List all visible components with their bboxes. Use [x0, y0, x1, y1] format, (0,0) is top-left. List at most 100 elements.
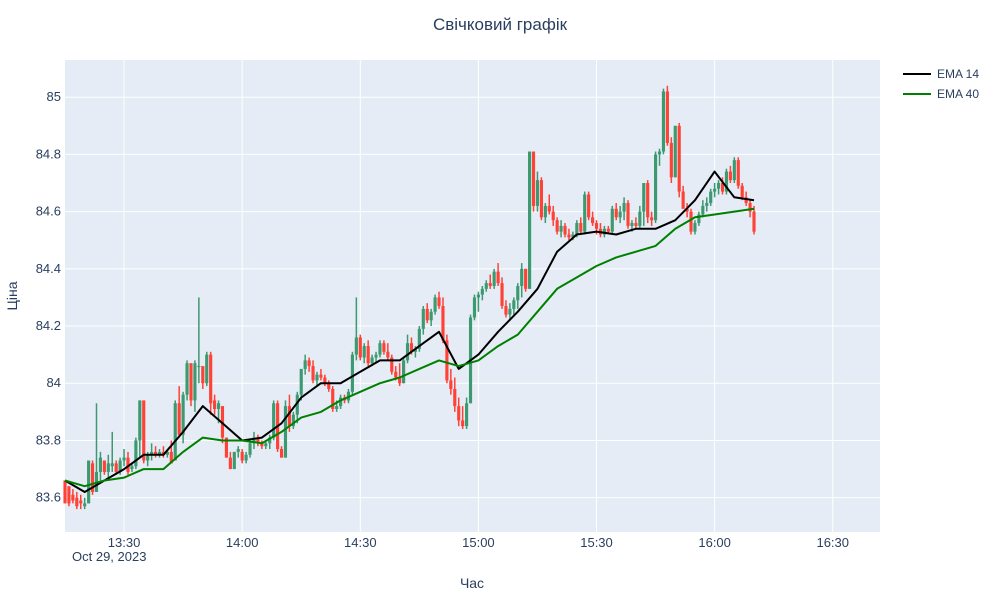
candle-body [173, 403, 177, 461]
candle-body [646, 183, 650, 218]
candle-body [669, 142, 673, 178]
candle-body [535, 180, 540, 206]
candle-body [701, 205, 705, 215]
candle-body [228, 457, 232, 470]
ema-line-14 [64, 170, 755, 493]
candle-body [110, 463, 114, 467]
x-axis-date-label: Oct 29, 2023 [72, 549, 146, 564]
candle-body [390, 357, 394, 372]
candle-body [713, 188, 717, 192]
candle-body [555, 220, 559, 232]
candle-body [260, 443, 264, 447]
candle-body [169, 451, 173, 464]
candle-body [425, 308, 429, 321]
legend-label-ema-40[interactable]: EMA 40 [937, 87, 979, 101]
candle-body [480, 288, 484, 295]
candle-body [394, 371, 398, 378]
y-tick-label: 83.8 [36, 432, 61, 447]
x-axis-title: Час [460, 575, 484, 591]
candle-body [398, 377, 402, 384]
candle-body [83, 503, 87, 507]
candle-body [445, 340, 449, 381]
candle-body [153, 451, 158, 455]
candle-body [189, 363, 193, 401]
candle-body [146, 454, 150, 461]
x-tick-label: 15:30 [580, 535, 613, 550]
candle-body [618, 211, 622, 218]
legend[interactable]: EMA 14 EMA 40 [903, 67, 979, 101]
candle-body [130, 466, 134, 470]
candle-body [551, 211, 555, 221]
candle-body [500, 283, 504, 307]
candle-body [366, 346, 370, 364]
candle-body [732, 160, 736, 181]
candle-body [630, 223, 634, 226]
candle-body [386, 351, 390, 358]
candle-body [209, 354, 213, 404]
candle-body [224, 437, 228, 458]
candle-body [642, 183, 646, 212]
candle-body [744, 197, 748, 204]
candle-body [587, 194, 591, 218]
candle-body [252, 437, 256, 444]
candle-body [457, 406, 461, 421]
candle-body [370, 357, 374, 364]
candle-body [79, 500, 83, 504]
candle-body [236, 449, 240, 452]
candle-body [591, 217, 595, 224]
ema-lines [64, 170, 755, 493]
candle-body [75, 497, 79, 507]
candle-body [232, 451, 236, 470]
candle-body [216, 403, 221, 409]
candle-body [150, 451, 154, 455]
candle-body [335, 406, 339, 409]
candle-body [299, 368, 303, 395]
legend-label-ema-14[interactable]: EMA 14 [937, 67, 979, 81]
candle-body [634, 223, 638, 226]
candle-body [98, 457, 103, 472]
candles [63, 85, 756, 510]
y-tick-label: 84.2 [36, 318, 61, 333]
y-tick-label: 84.4 [36, 261, 61, 276]
candle-body [559, 225, 563, 232]
candle-body [709, 191, 713, 204]
candle-body [339, 397, 343, 407]
candle-body [118, 460, 122, 472]
candle-body [413, 348, 417, 352]
candle-body [319, 374, 323, 378]
candle-body [417, 328, 421, 349]
candle-body [488, 283, 492, 286]
candle-body [264, 443, 268, 447]
candle-body [354, 337, 358, 355]
candle-body [122, 457, 126, 461]
candle-body [433, 297, 437, 312]
candle-body [531, 151, 536, 206]
candle-body [492, 271, 496, 286]
candle-body [520, 268, 524, 286]
candle-body [720, 183, 725, 192]
candle-body [575, 223, 579, 235]
candle-body [405, 343, 410, 361]
candle-body [437, 297, 441, 307]
candle-body [201, 366, 205, 384]
candle-body [512, 300, 516, 309]
candle-body [177, 403, 181, 435]
x-tick-label: 14:00 [226, 535, 259, 550]
chart-title: Свічковий графік [433, 15, 568, 34]
candle-body [472, 297, 477, 318]
candle-body [516, 285, 520, 301]
candle-body [547, 205, 551, 212]
candle-body [594, 223, 599, 229]
candle-body [657, 151, 662, 155]
candle-body [465, 403, 469, 427]
candle-body [287, 406, 291, 427]
candle-body [374, 354, 378, 358]
candle-body [606, 228, 610, 232]
candle-body [524, 268, 528, 289]
y-axis-title: Ціна [4, 281, 20, 310]
candle-body [528, 151, 532, 289]
candle-body [740, 185, 744, 198]
candle-body [449, 380, 453, 389]
